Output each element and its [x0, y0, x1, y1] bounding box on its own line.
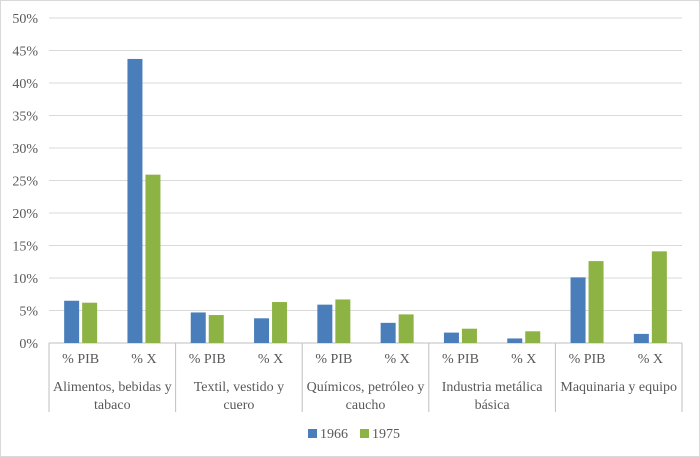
y-tick-label: 15% — [12, 240, 38, 255]
x-category-label: % PIB — [315, 352, 352, 367]
x-group-label: Alimentos, bebidas y — [53, 380, 172, 395]
x-group-label: Químicos, petróleo y — [307, 380, 425, 395]
bar-1966-0 — [64, 300, 80, 343]
bar-1966-8 — [570, 277, 586, 343]
y-tick-label: 40% — [12, 77, 38, 92]
bar-1966-7 — [507, 338, 523, 343]
y-tick-label: 50% — [12, 12, 38, 27]
bar-1975-4 — [335, 299, 351, 343]
y-tick-label: 35% — [12, 110, 38, 125]
bar-1975-7 — [525, 331, 541, 343]
bar-1975-1 — [145, 174, 161, 343]
x-category-label: % PIB — [569, 352, 606, 367]
bar-1975-6 — [461, 328, 477, 343]
bar-1966-6 — [443, 332, 459, 343]
bar-1975-9 — [651, 251, 667, 343]
legend-swatch-1966 — [308, 429, 317, 438]
x-group-label: Industria metálica — [442, 380, 543, 395]
y-tick-label: 10% — [12, 272, 38, 287]
y-tick-label: 20% — [12, 207, 38, 222]
legend-label: 1966 — [320, 427, 348, 442]
legend-label: 1975 — [372, 427, 400, 442]
x-category-label: % X — [511, 352, 536, 367]
bar-1966-9 — [633, 333, 649, 343]
x-group-label: caucho — [346, 398, 386, 413]
bar-1966-1 — [127, 58, 143, 343]
bar-1966-2 — [190, 312, 206, 343]
x-group-label: Textil, vestido y — [194, 380, 284, 395]
x-category-label: % PIB — [62, 352, 99, 367]
bar-1975-2 — [208, 315, 224, 343]
bar-1975-3 — [272, 302, 288, 343]
x-group-label: cuero — [223, 398, 254, 413]
y-tick-label: 45% — [12, 45, 38, 60]
x-group-label: Maquinaria y equipo — [560, 380, 677, 395]
y-tick-label: 0% — [19, 337, 38, 352]
bar-1966-3 — [254, 318, 270, 343]
legend-swatch-1975 — [360, 429, 369, 438]
x-category-label: % X — [638, 352, 663, 367]
bar-1975-0 — [82, 302, 98, 343]
bar-1975-5 — [398, 314, 414, 343]
y-tick-label: 30% — [12, 142, 38, 157]
x-group-label: básica — [475, 398, 511, 413]
x-group-label: tabaco — [94, 398, 131, 413]
y-tick-label: 25% — [12, 175, 38, 190]
x-category-label: % PIB — [189, 352, 226, 367]
y-tick-label: 5% — [19, 305, 38, 320]
x-category-label: % PIB — [442, 352, 479, 367]
x-category-label: % X — [385, 352, 410, 367]
x-category-label: % X — [131, 352, 156, 367]
x-category-label: % X — [258, 352, 283, 367]
bar-1966-4 — [317, 304, 333, 343]
bar-1975-8 — [588, 261, 604, 343]
bar-1966-5 — [380, 322, 396, 343]
